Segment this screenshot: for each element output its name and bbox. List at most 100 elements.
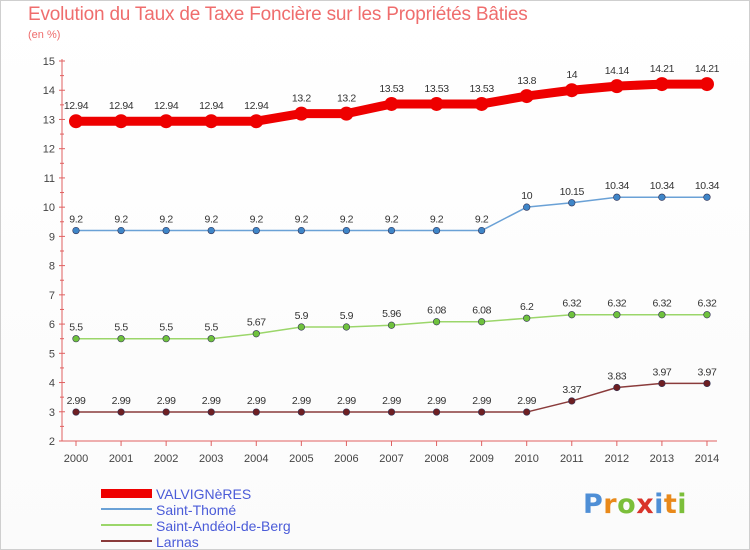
data-label: 3.83 bbox=[607, 371, 626, 383]
data-label: 6.08 bbox=[472, 305, 491, 317]
y-tick-label: 5 bbox=[49, 348, 55, 360]
data-point bbox=[478, 226, 486, 235]
data-point bbox=[114, 114, 129, 129]
data-label: 9.2 bbox=[430, 214, 444, 226]
data-label: 9.2 bbox=[385, 214, 399, 226]
data-label: 2.99 bbox=[112, 395, 131, 407]
data-point bbox=[523, 408, 531, 416]
legend-label: Larnas bbox=[156, 534, 199, 550]
data-point bbox=[297, 408, 305, 416]
data-label: 12.94 bbox=[109, 100, 134, 112]
data-label: 13.2 bbox=[292, 93, 311, 105]
y-tick-label: 7 bbox=[49, 290, 55, 302]
data-point bbox=[703, 193, 711, 201]
data-label: 6.32 bbox=[652, 298, 671, 310]
data-point bbox=[117, 226, 125, 235]
data-point bbox=[162, 335, 170, 343]
data-point bbox=[72, 226, 80, 235]
data-label: 3.37 bbox=[562, 384, 581, 396]
x-tick-label: 2004 bbox=[244, 453, 268, 465]
data-point bbox=[252, 408, 260, 416]
logo-letter: i bbox=[654, 489, 664, 520]
data-label: 2.99 bbox=[382, 395, 401, 407]
data-label: 2.99 bbox=[472, 395, 491, 407]
data-label: 12.94 bbox=[244, 100, 269, 112]
data-label: 9.2 bbox=[159, 214, 173, 226]
data-label: 14.21 bbox=[695, 63, 720, 75]
legend-swatch bbox=[101, 540, 152, 542]
logo-letter: r bbox=[603, 489, 618, 520]
data-point bbox=[474, 96, 489, 111]
data-label: 2.99 bbox=[247, 395, 266, 407]
data-point bbox=[658, 311, 666, 319]
data-point bbox=[432, 408, 441, 416]
data-point bbox=[252, 226, 260, 235]
y-tick-label: 15 bbox=[43, 56, 55, 68]
data-label: 5.67 bbox=[247, 317, 266, 329]
series-larnas: 2.99 2.99 2.99 2.99 2.99 2.99 2.99 2.99 2.99 2.99… bbox=[67, 366, 717, 416]
data-label: 2.99 bbox=[202, 395, 221, 407]
data-point bbox=[117, 335, 125, 343]
data-point bbox=[387, 321, 396, 329]
y-tick-label: 8 bbox=[49, 261, 55, 273]
data-point bbox=[69, 114, 83, 129]
data-point bbox=[613, 383, 621, 392]
data-point bbox=[204, 114, 219, 129]
data-point bbox=[519, 89, 534, 104]
data-point bbox=[252, 330, 260, 338]
data-label: 5.5 bbox=[205, 322, 219, 334]
data-label: 5.9 bbox=[295, 310, 309, 322]
data-label: 6.32 bbox=[562, 298, 581, 310]
data-label: 13.53 bbox=[469, 83, 494, 95]
series-layer: 9.2 9.2 9.2 9.2 9.2 9.2 9.2 9.2 9.2 9.2 10 10.15 10.… bbox=[64, 63, 720, 416]
data-point bbox=[703, 379, 711, 388]
data-point bbox=[342, 323, 351, 331]
legend-label: VALVIGNèRES bbox=[156, 486, 252, 502]
data-point bbox=[568, 311, 576, 319]
x-tick-label: 2014 bbox=[695, 453, 719, 465]
data-point bbox=[384, 96, 399, 111]
series-valvign-res: 12.94 12.94 12.94 12.94 12.94 13.2 13.2 13.53 13… bbox=[64, 63, 720, 129]
data-label: 2.99 bbox=[67, 395, 86, 407]
data-label: 5.96 bbox=[382, 308, 401, 320]
data-point bbox=[342, 226, 351, 235]
data-point bbox=[609, 79, 624, 94]
data-label: 9.2 bbox=[205, 214, 219, 226]
data-label: 13.2 bbox=[337, 93, 356, 105]
data-point bbox=[478, 408, 486, 416]
data-label: 5.5 bbox=[159, 322, 173, 334]
logo-letter: i bbox=[677, 489, 688, 520]
data-point bbox=[654, 77, 669, 92]
legend-swatch bbox=[101, 524, 152, 526]
data-point bbox=[658, 379, 666, 388]
data-point bbox=[207, 226, 215, 235]
data-point bbox=[478, 318, 486, 326]
series-saint-thom-: 9.2 9.2 9.2 9.2 9.2 9.2 9.2 9.2 9.2 9.2 10 10.15 10.… bbox=[69, 180, 720, 235]
data-label: 9.2 bbox=[340, 214, 354, 226]
x-tick-label: 2002 bbox=[154, 453, 178, 465]
data-label: 12.94 bbox=[154, 100, 179, 112]
data-point bbox=[432, 226, 441, 235]
x-tick-label: 2008 bbox=[424, 453, 448, 465]
data-label: 6.32 bbox=[698, 298, 717, 310]
data-point bbox=[387, 226, 396, 235]
data-label: 6.2 bbox=[520, 301, 534, 313]
y-tick-label: 14 bbox=[43, 85, 55, 97]
data-label: 5.9 bbox=[340, 310, 354, 322]
data-label: 12.94 bbox=[64, 100, 89, 112]
y-tick-label: 2 bbox=[49, 436, 55, 448]
data-point bbox=[613, 311, 621, 319]
proxiti-logo: Proxiti bbox=[583, 489, 687, 520]
data-label: 13.8 bbox=[517, 75, 536, 87]
data-label: 2.99 bbox=[427, 395, 446, 407]
data-point bbox=[658, 193, 666, 201]
data-point bbox=[429, 96, 444, 111]
series-saint-and-ol-de-berg: 5.5 5.5 5.5 5.5 5.67 5.9 5.9 5.96 6.08 6.08 6.2 6.3… bbox=[69, 298, 717, 343]
logo-letter: P bbox=[583, 489, 604, 520]
data-label: 14.21 bbox=[650, 63, 675, 75]
logo-letter: t bbox=[663, 489, 678, 520]
data-label: 3.97 bbox=[652, 366, 671, 378]
data-label: 5.5 bbox=[114, 322, 128, 334]
data-label: 9.2 bbox=[475, 214, 489, 226]
